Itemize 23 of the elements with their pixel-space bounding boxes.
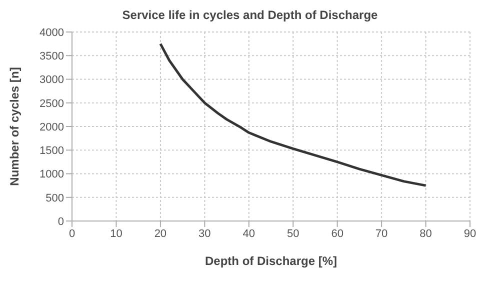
y-tick-label: 3000 [40, 74, 64, 86]
y-tick-label: 4000 [40, 26, 64, 39]
x-tick-label: 60 [331, 228, 344, 240]
y-axis-title: Number of cycles [n] [7, 67, 22, 186]
y-tick-label: 1500 [40, 145, 64, 158]
y-tick-label: 0 [58, 216, 64, 228]
y-tick-label: 2000 [40, 121, 64, 134]
line-series [159, 42, 428, 187]
x-tick-label: 10 [110, 228, 122, 240]
x-tick-label: 90 [464, 228, 476, 240]
y-tick-label: 2500 [40, 98, 64, 110]
y-tick-label: 1000 [40, 168, 64, 181]
y-tick-label: 3500 [40, 50, 64, 63]
x-tick-label: 50 [286, 228, 300, 240]
x-tick-label: 80 [420, 228, 432, 240]
x-tick-label: 40 [242, 228, 256, 240]
x-tick-label: 20 [154, 228, 167, 240]
x-tick-label: 30 [198, 228, 211, 240]
chart-title: Service life in cycles and Depth of Discharge [121, 7, 379, 22]
x-axis-title: Depth of Discharge [%] [204, 254, 338, 268]
x-tick-label: 70 [375, 228, 388, 240]
x-tick-label: 0 [68, 228, 76, 240]
y-tick-label: 500 [46, 192, 64, 204]
